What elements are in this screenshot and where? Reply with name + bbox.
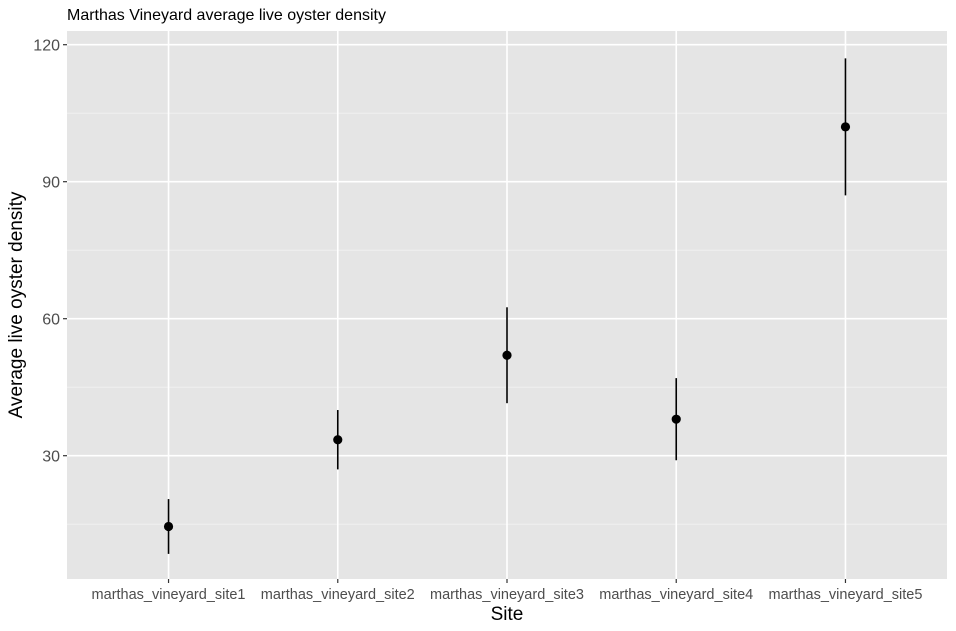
x-tick-label: marthas_vineyard_site3	[430, 587, 584, 603]
data-points	[163, 122, 851, 532]
x-tick-label: marthas_vineyard_site1	[92, 587, 246, 603]
data-point	[840, 122, 851, 132]
x-axis-title: Site	[491, 604, 524, 625]
y-axis-title: Average live oyster density	[6, 191, 27, 418]
x-tick-label: marthas_vineyard_site4	[599, 587, 753, 603]
data-point	[502, 350, 512, 360]
chart-title: Marthas Vineyard average live oyster den…	[67, 7, 386, 24]
x-axis-ticks: marthas_vineyard_site1 marthas_vineyard_s…	[92, 579, 922, 603]
y-axis-ticks: 30 60 90 120	[33, 38, 67, 466]
data-point	[333, 435, 343, 445]
data-point	[163, 521, 174, 532]
y-tick-label: 120	[33, 38, 60, 55]
data-point	[671, 414, 681, 424]
y-tick-label: 90	[42, 175, 60, 192]
x-tick-label: marthas_vineyard_site5	[768, 587, 922, 603]
y-tick-label: 30	[42, 449, 60, 466]
y-tick-label: 60	[42, 312, 60, 329]
x-tick-label: marthas_vineyard_site2	[261, 587, 415, 603]
